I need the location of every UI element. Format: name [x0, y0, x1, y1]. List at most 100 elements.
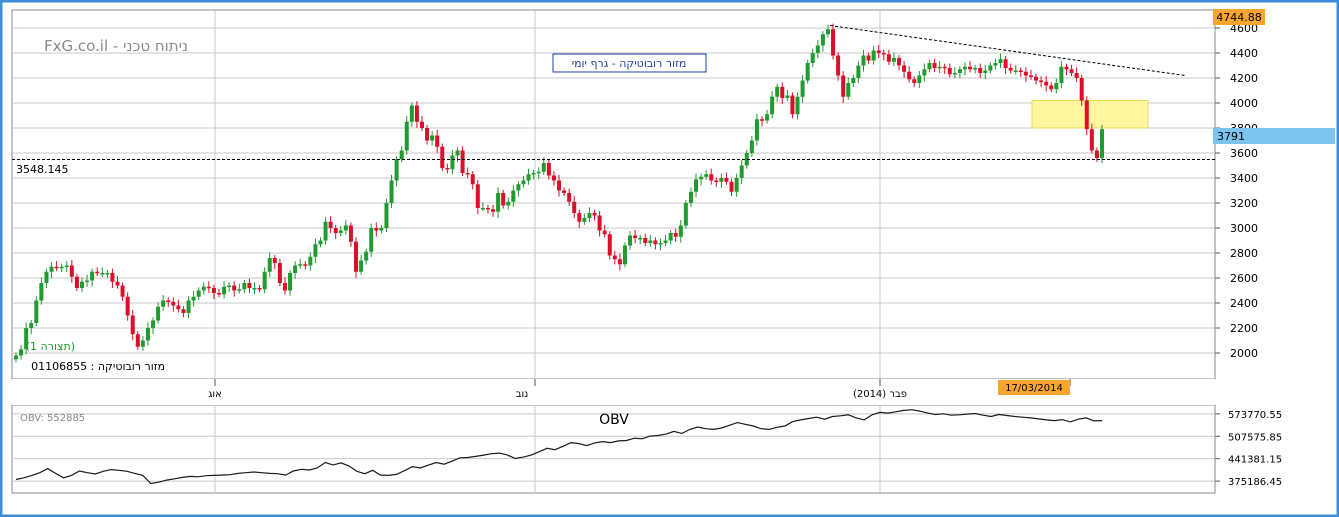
candle-body: [211, 288, 216, 293]
candle-body: [354, 241, 359, 272]
candle-body: [455, 150, 460, 156]
obv-title: OBV: [599, 412, 629, 428]
obv-pane: [11, 404, 1216, 494]
obv-tick-label: 441381.15: [1228, 455, 1282, 466]
candle-body: [612, 255, 617, 260]
candle-body: [1089, 129, 1094, 151]
candle-body: [831, 29, 836, 56]
candle-body: [364, 251, 369, 261]
candle-body: [145, 328, 150, 341]
candle-body: [643, 238, 648, 243]
obv-series: [15, 409, 1103, 485]
last-price-tag: [1213, 128, 1335, 144]
candle-body: [790, 95, 795, 115]
candle-body: [749, 140, 754, 153]
candle-body: [683, 203, 688, 226]
candle-body: [775, 86, 780, 97]
candle-body: [734, 178, 739, 192]
price-tick-label: 2000: [1230, 347, 1258, 360]
price-tick-label: 4200: [1230, 72, 1258, 85]
candle-body: [54, 266, 59, 269]
candle-body: [516, 184, 521, 191]
candle-body: [49, 266, 54, 272]
time-label-feb: פבר (2014): [853, 389, 907, 400]
candle-body: [856, 65, 861, 78]
candle-body: [85, 280, 90, 282]
candle-body: [952, 73, 957, 75]
price-tick-label: 2400: [1230, 297, 1258, 310]
candle-body: [293, 265, 298, 273]
candle-body: [29, 323, 34, 328]
candle-body: [64, 265, 69, 267]
candle-body: [394, 159, 399, 181]
candle-body: [232, 285, 237, 291]
candle-body: [759, 119, 764, 121]
candle-body: [881, 53, 886, 55]
candle-body: [719, 178, 724, 182]
candle-body: [227, 285, 232, 287]
time-label-aug: אוג: [208, 389, 222, 400]
annotation-lines: [12, 25, 1215, 160]
candle-body: [125, 296, 130, 316]
candle-body: [587, 213, 592, 218]
candle-body: [359, 260, 364, 272]
candle-body: [968, 66, 973, 70]
candle-body: [551, 175, 556, 181]
candle-body: [1049, 85, 1054, 90]
candle-body: [79, 281, 84, 288]
candle-body: [348, 225, 353, 242]
candle-body: [617, 259, 622, 265]
candle-body: [450, 155, 455, 170]
candle-body: [445, 168, 450, 170]
candle-body: [216, 293, 221, 295]
candle-body: [328, 221, 333, 228]
candle-body: [780, 86, 785, 98]
candle-body: [480, 208, 485, 210]
candle-body: [440, 146, 445, 168]
candle-body: [1044, 81, 1049, 86]
candle-body: [876, 50, 881, 53]
candle-body: [313, 244, 318, 257]
candle-body: [425, 128, 430, 141]
candle-body: [947, 68, 952, 75]
candle-body: [288, 273, 293, 291]
candle-body: [998, 59, 1003, 63]
candle-body: [861, 55, 866, 66]
candle-body: [206, 286, 211, 289]
chart-title: מזור רובוטיקה - גרף יומי: [572, 57, 687, 70]
obv-tick-label: 573770.55: [1228, 410, 1282, 421]
candle-body: [308, 256, 313, 266]
candle-body: [897, 58, 902, 66]
candle-body: [262, 271, 267, 290]
candle-body: [257, 288, 262, 290]
candle-body: [176, 305, 181, 310]
candle-body: [795, 96, 800, 115]
candle-body: [546, 163, 551, 176]
candle-body: [770, 96, 775, 115]
candle-body: [247, 283, 252, 288]
candle-body: [810, 53, 815, 63]
price-tick-label: 2600: [1230, 272, 1258, 285]
candle-body: [379, 228, 384, 231]
candle-body: [805, 63, 810, 81]
candle-body: [988, 65, 993, 71]
candle-body: [399, 150, 404, 160]
candle-body: [922, 69, 927, 76]
candles: [14, 23, 1104, 363]
chart-title-box: [552, 53, 707, 73]
candle-body: [912, 79, 917, 83]
candle-body: [754, 119, 759, 141]
candle-body: [237, 289, 242, 291]
price-tick-label: 4000: [1230, 97, 1258, 110]
candle-body: [501, 193, 506, 206]
candle-body: [222, 286, 227, 295]
candle-body: [841, 75, 846, 97]
candle-body: [201, 286, 206, 291]
candle-body: [156, 306, 161, 321]
grid: [12, 10, 1215, 493]
candle-body: [628, 235, 633, 246]
candle-body: [699, 176, 704, 180]
candle-body: [115, 281, 120, 286]
